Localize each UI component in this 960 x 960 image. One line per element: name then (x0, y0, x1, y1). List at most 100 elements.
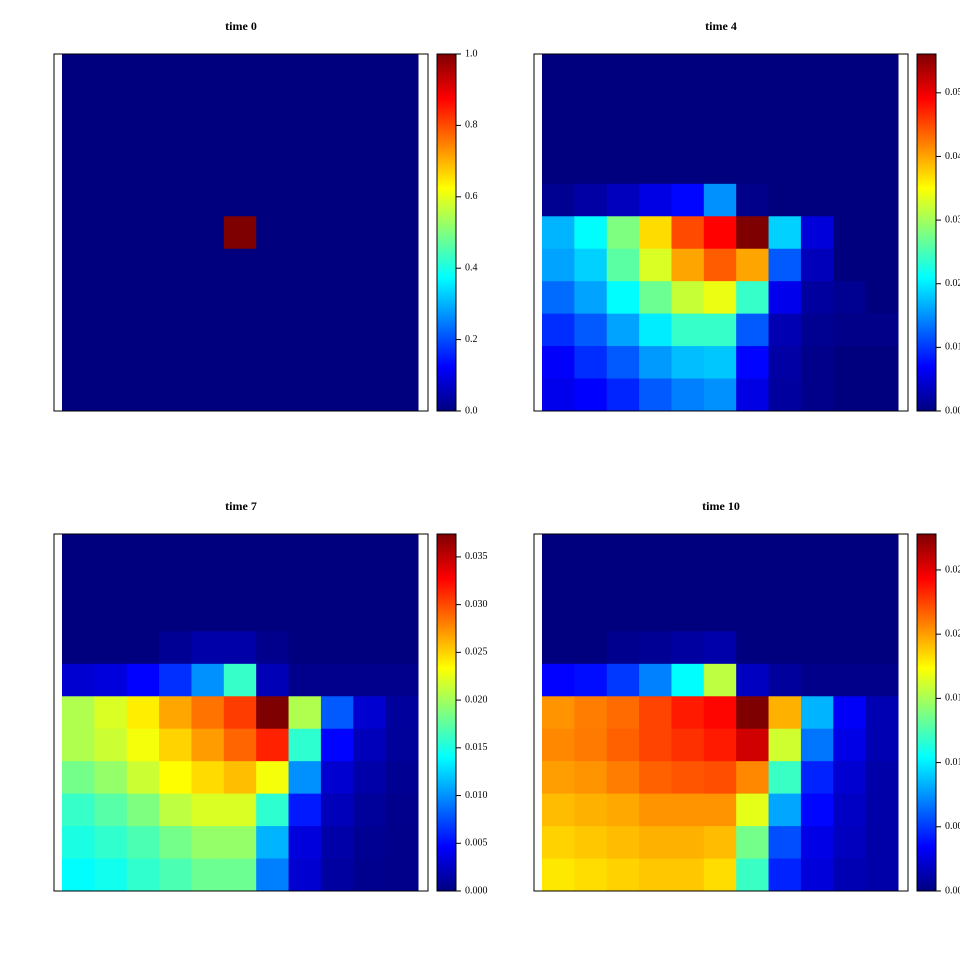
heat-cell (126, 313, 160, 347)
heat-cell (62, 598, 95, 632)
heat-cell (865, 248, 899, 282)
heat-cell (159, 858, 192, 892)
heat-cell (574, 151, 608, 185)
heat-cell (542, 151, 575, 185)
heat-cell (606, 118, 640, 152)
heat-cell (288, 826, 322, 860)
colorbar-tick-label: 0.010 (945, 757, 960, 768)
heat-cell (353, 663, 387, 697)
heat-cell (159, 728, 192, 762)
heat-cell (62, 534, 95, 567)
heat-cell (62, 728, 95, 762)
heat-cell (223, 761, 257, 795)
heat-cell (768, 793, 802, 827)
heat-cell (256, 761, 290, 795)
heat-cell (542, 858, 575, 892)
heat-cell (606, 696, 640, 730)
heat-cell (94, 761, 128, 795)
heat-cell (288, 54, 322, 87)
heat-cell (126, 663, 160, 697)
heat-cell (353, 118, 387, 152)
heat-cell (223, 118, 257, 152)
heat-cell (639, 151, 672, 185)
heat-cell (353, 826, 387, 860)
heat-cell (865, 118, 899, 152)
heat-cell (191, 566, 225, 600)
heat-cell (223, 313, 257, 347)
heat-cell (223, 216, 257, 250)
heat-cell (671, 534, 705, 567)
heat-cell (320, 86, 354, 120)
heat-cell (639, 598, 672, 632)
heat-cell (574, 534, 608, 567)
heat-cell (671, 761, 705, 795)
heat-cell (159, 378, 192, 412)
heat-cell (800, 216, 834, 250)
heat-cell (671, 826, 705, 860)
chart-title: time 0 (225, 19, 257, 33)
heat-cell (800, 663, 834, 697)
heat-cell (159, 346, 192, 380)
heat-cell (191, 313, 225, 347)
colorbar (916, 53, 937, 412)
colorbar-tick-label: 0.03 (945, 214, 960, 225)
heat-cell (574, 598, 608, 632)
heat-cell (833, 378, 867, 412)
heat-cell (606, 598, 640, 632)
heat-cell (574, 631, 608, 665)
heat-cell (191, 86, 225, 120)
heat-cell (736, 858, 770, 892)
heat-cell (62, 313, 95, 347)
heat-cell (736, 826, 770, 860)
colorbar-tick-label: 0.000 (465, 885, 488, 896)
heat-cell (223, 534, 257, 567)
heat-cell (833, 248, 867, 282)
heat-cell (639, 378, 672, 412)
heat-cell (768, 86, 802, 120)
heat-cell (353, 54, 387, 87)
heat-cell (736, 631, 770, 665)
heat-cell (353, 696, 387, 730)
heat-cell (703, 826, 737, 860)
heat-cell (703, 216, 737, 250)
heat-cell (542, 793, 575, 827)
heat-cell (62, 118, 95, 152)
heat-cell (126, 631, 160, 665)
heat-cell (703, 663, 737, 697)
heat-cell (865, 54, 899, 87)
heat-cell (256, 566, 290, 600)
heat-cell (606, 313, 640, 347)
heat-cell (736, 534, 770, 567)
heat-cell (126, 696, 160, 730)
colorbar-tick-label: 0.005 (465, 838, 488, 849)
heat-cell (671, 248, 705, 282)
chart-title: time 10 (702, 499, 740, 513)
heat-cell (223, 631, 257, 665)
heat-cell (800, 598, 834, 632)
heat-cell (639, 826, 672, 860)
heat-cell (574, 183, 608, 217)
heat-cell (865, 728, 899, 762)
heat-cell (159, 281, 192, 315)
heat-cell (606, 248, 640, 282)
heat-cell (288, 858, 322, 892)
heat-cell (94, 248, 128, 282)
heat-cell (639, 793, 672, 827)
heat-cell (288, 216, 322, 250)
heat-cell (703, 346, 737, 380)
heat-cell (703, 728, 737, 762)
heat-cell (736, 313, 770, 347)
heat-cell (574, 216, 608, 250)
heat-cell (288, 598, 322, 632)
heat-cell (768, 696, 802, 730)
heat-cell (126, 183, 160, 217)
heat-cell (574, 378, 608, 412)
heat-cell (191, 378, 225, 412)
heat-cell (703, 534, 737, 567)
heat-cell (191, 663, 225, 697)
heat-cell (703, 598, 737, 632)
heat-cell (736, 118, 770, 152)
heat-cell (62, 86, 95, 120)
heat-cell (288, 248, 322, 282)
heat-cell (353, 281, 387, 315)
